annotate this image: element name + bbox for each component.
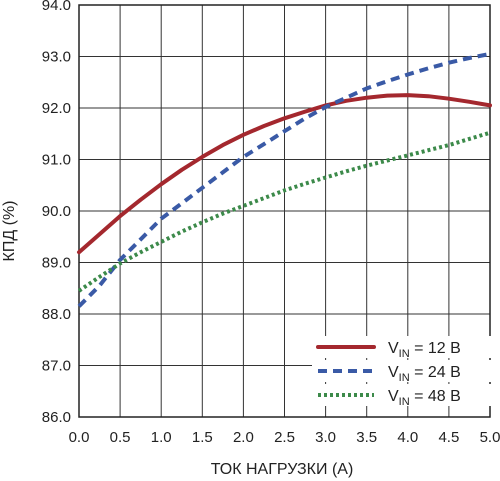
legend-bg [312, 384, 494, 406]
y-tick-label: 90.0 [42, 203, 71, 220]
x-tick-label: 2.5 [274, 429, 295, 446]
x-tick-label: 3.0 [315, 429, 336, 446]
x-tick-label: 4.5 [438, 429, 459, 446]
y-tick-label: 93.0 [42, 49, 71, 66]
legend-bg [312, 360, 494, 382]
x-tick-label: 2.0 [233, 429, 254, 446]
y-tick-label: 89.0 [42, 255, 71, 272]
x-tick-label: 3.5 [356, 429, 377, 446]
series-line-2 [77, 51, 491, 308]
legend-label-1: VIN = 12 В [388, 340, 461, 360]
y-axis-title: КПД (%) [1, 201, 18, 262]
x-tick-label: 4.0 [397, 429, 418, 446]
series-line-3 [77, 130, 491, 293]
y-tick-label: 86.0 [42, 409, 71, 426]
x-axis-title: ТОК НАГРУЗКИ (А) [211, 461, 354, 478]
x-tick-label: 0.5 [110, 429, 131, 446]
y-tick-label: 94.0 [42, 0, 71, 14]
x-tick-label: 0.0 [69, 429, 90, 446]
plot-frame [78, 4, 491, 418]
series-line-1 [77, 93, 492, 255]
y-tick-label: 91.0 [42, 152, 71, 169]
x-tick-label: 1.5 [192, 429, 213, 446]
y-tick-label: 87.0 [42, 358, 71, 375]
series-lines [77, 51, 492, 308]
y-tick-label: 92.0 [42, 100, 71, 117]
tick-labels: 0.0 0.5 1.0 1.5 2.0 2.5 3.0 3.5 4.0 4.5 5.0 86.0 87.… [42, 0, 500, 446]
x-tick-label: 5.0 [480, 429, 500, 446]
legend-bg [312, 336, 494, 358]
legend: VIN = 12 В VIN = 24 В VIN = 48 В [312, 336, 494, 408]
legend-label-2: VIN = 24 В [388, 364, 461, 384]
x-tick-label: 1.0 [151, 429, 172, 446]
y-tick-label: 88.0 [42, 306, 71, 323]
legend-label-3: VIN = 48 В [388, 388, 461, 408]
